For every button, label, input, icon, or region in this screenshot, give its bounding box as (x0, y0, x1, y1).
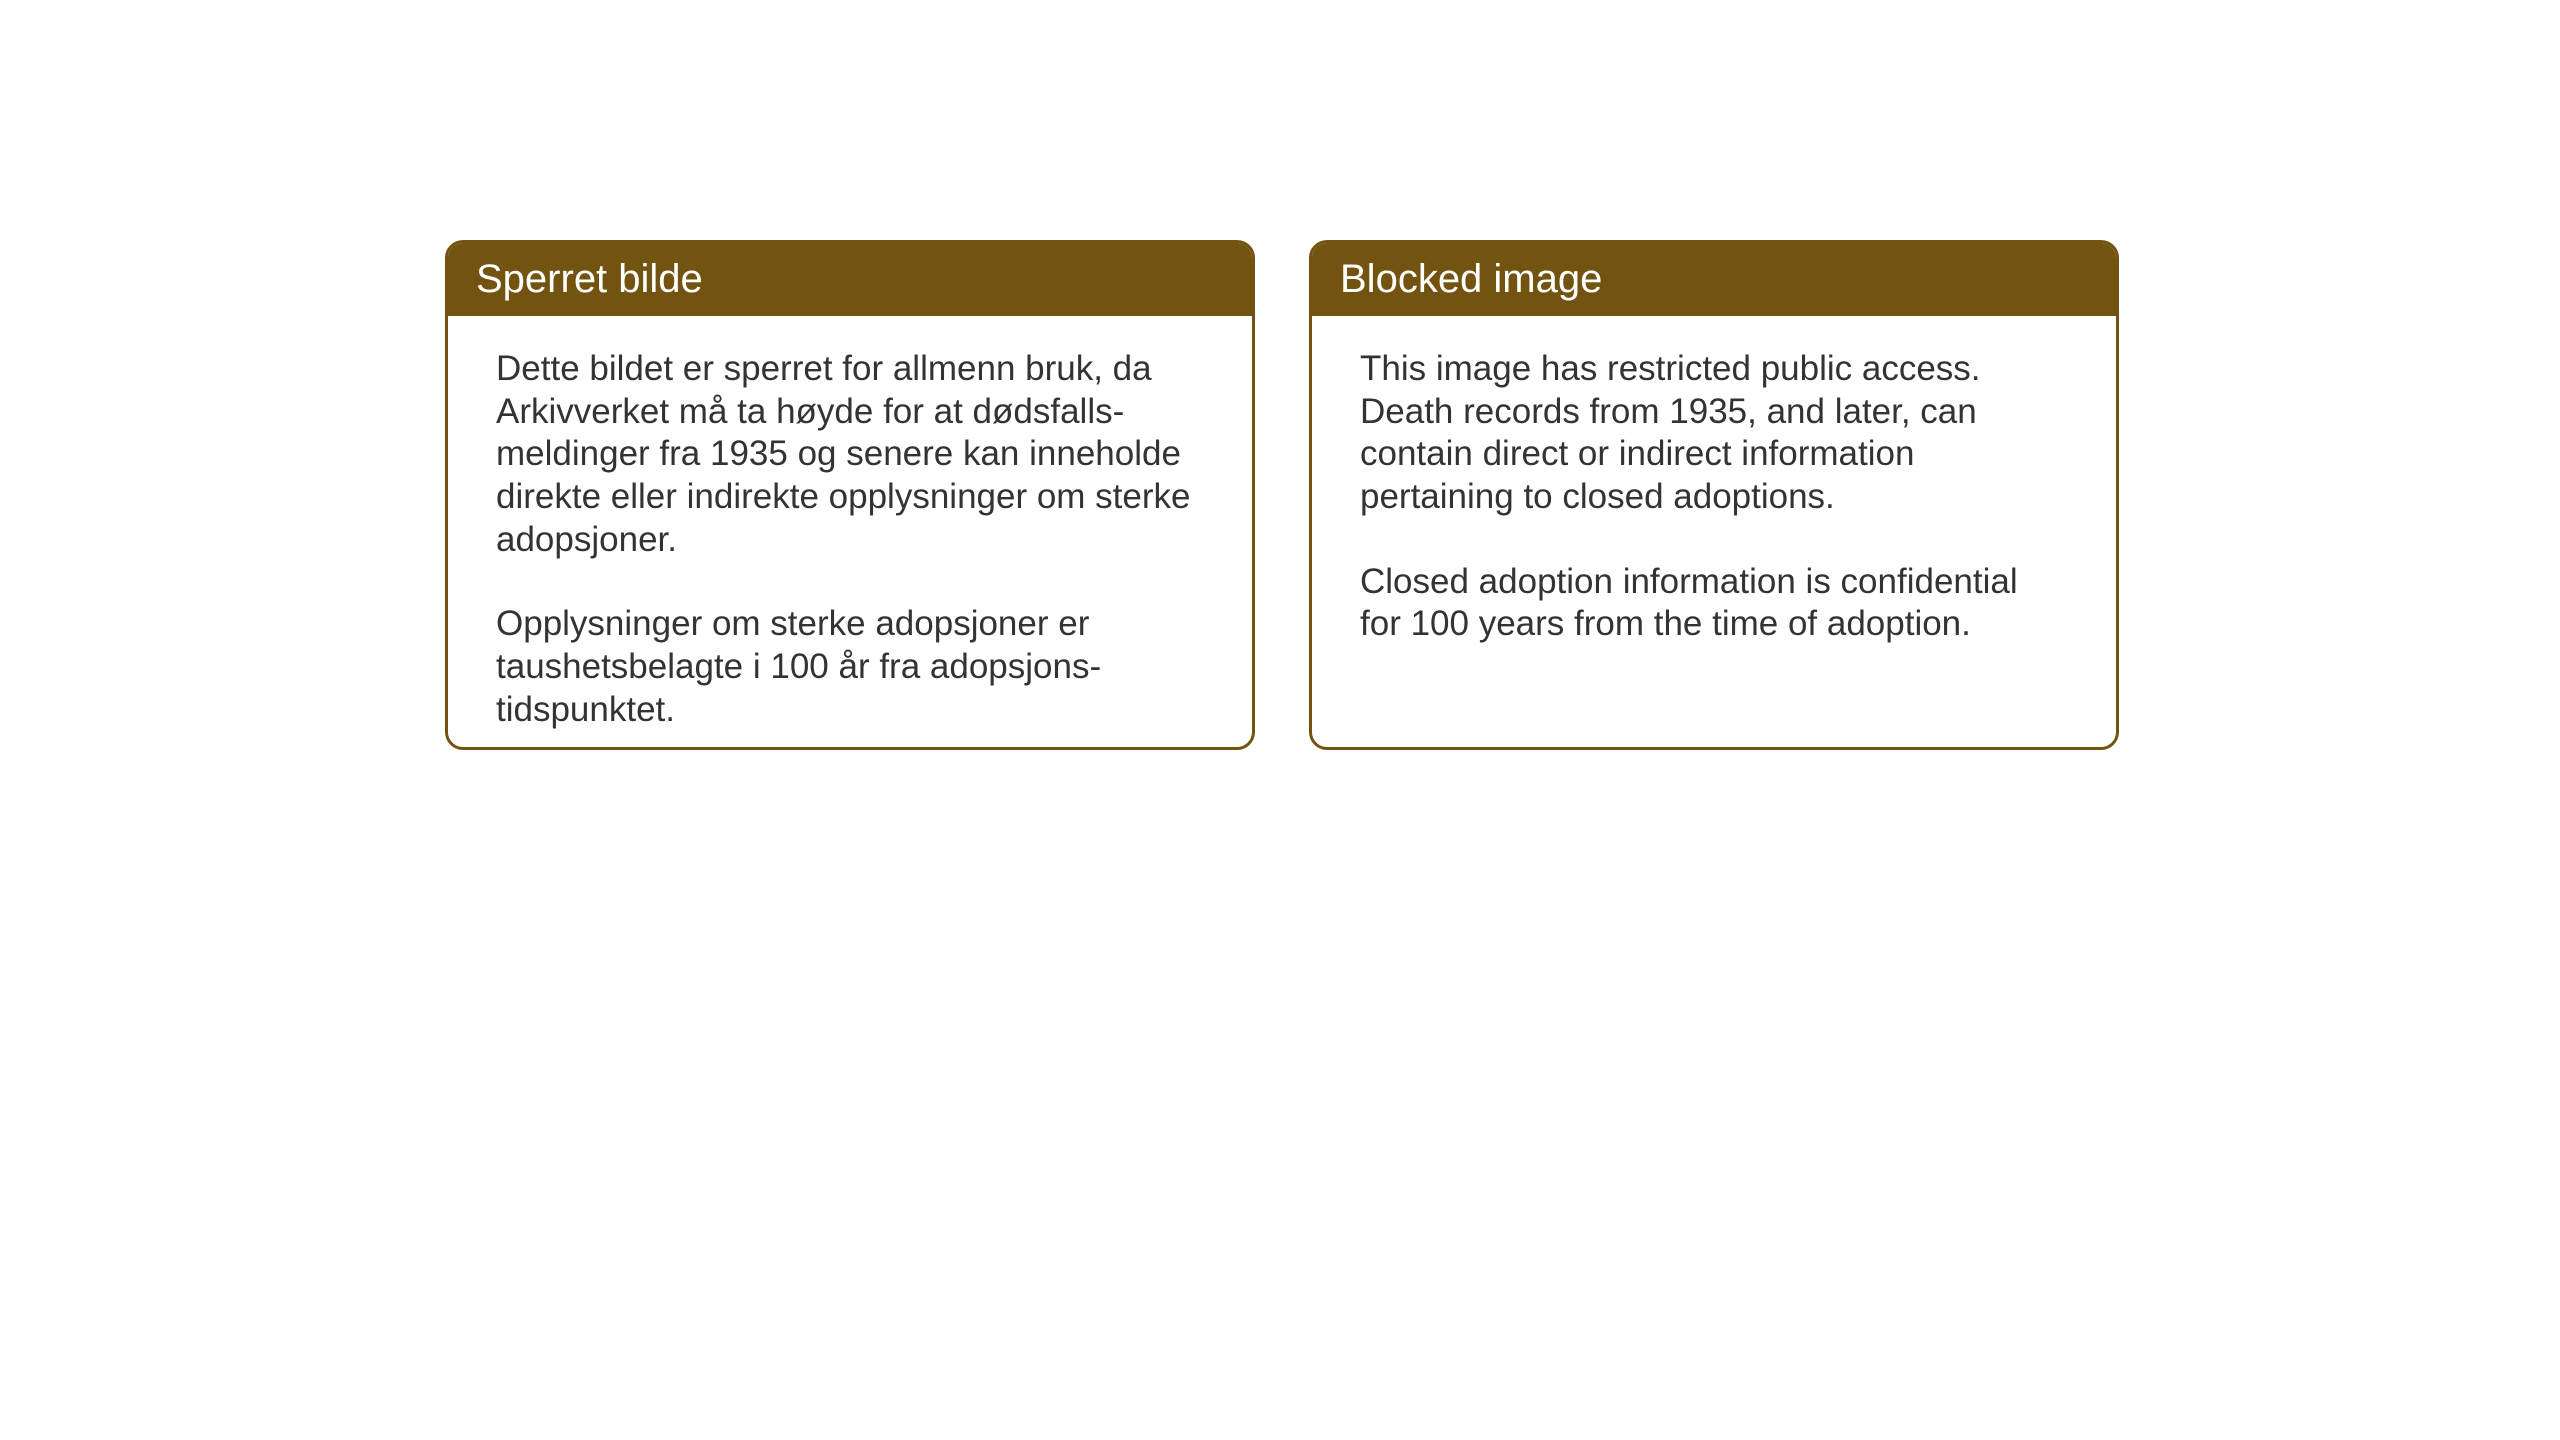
card-header-english: Blocked image (1312, 243, 2116, 316)
card-body-english: This image has restricted public access.… (1312, 316, 2116, 678)
card-body-norwegian: Dette bildet er sperret for allmenn bruk… (448, 316, 1252, 750)
cards-container: Sperret bilde Dette bildet er sperret fo… (445, 240, 2119, 750)
card-english: Blocked image This image has restricted … (1309, 240, 2119, 750)
card-paragraph2-english: Closed adoption information is confident… (1360, 561, 2068, 646)
card-header-norwegian: Sperret bilde (448, 243, 1252, 316)
card-paragraph1-norwegian: Dette bildet er sperret for allmenn bruk… (496, 348, 1204, 561)
card-title-norwegian: Sperret bilde (476, 257, 703, 301)
card-paragraph1-english: This image has restricted public access.… (1360, 348, 2068, 519)
card-paragraph2-norwegian: Opplysninger om sterke adopsjoner er tau… (496, 603, 1204, 731)
card-norwegian: Sperret bilde Dette bildet er sperret fo… (445, 240, 1255, 750)
card-title-english: Blocked image (1340, 257, 1602, 301)
